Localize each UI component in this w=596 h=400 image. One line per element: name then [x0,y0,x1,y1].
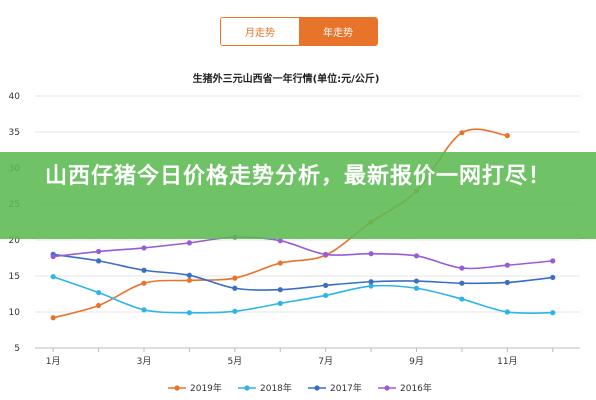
data-point [232,285,238,291]
x-tick-label: 9月 [409,356,424,367]
data-point [232,275,238,281]
y-tick-label: 5 [14,344,20,354]
data-point [50,274,56,280]
data-point [50,315,56,321]
legend-label: 2018年 [260,382,292,394]
legend-marker [384,385,390,391]
data-point [277,260,283,266]
data-point [95,289,102,296]
data-point [459,296,465,302]
x-tick-label: 5月 [227,356,242,367]
data-point [504,279,510,286]
headline-text: 山西仔猪今日价格走势分析，最新报价一网打尽！ [44,164,551,189]
legend-label: 2016年 [400,382,432,394]
data-point [50,253,56,260]
data-point [550,274,556,281]
y-tick-label: 10 [9,308,21,318]
data-point [413,285,420,291]
data-point [323,282,329,288]
data-point [550,310,556,316]
series-line-2 [53,253,553,291]
data-point [504,309,510,315]
x-tick-label: 7月 [318,356,333,367]
data-point [504,262,510,268]
data-point [141,280,147,286]
data-point [368,283,374,289]
data-point [323,292,329,299]
headline-banner [0,152,596,239]
data-point [323,251,329,257]
data-point [368,251,374,257]
x-tick-label: 1月 [46,356,61,367]
data-point [186,310,193,316]
data-point [95,258,102,264]
series-line-1 [52,275,553,314]
x-tick-label: 3月 [137,356,152,367]
legend-marker [314,385,320,391]
data-point [141,245,147,251]
legend-label: 2019年 [190,382,222,394]
data-point [186,277,193,283]
legend-marker [244,385,250,391]
y-tick-label: 15 [9,272,20,282]
data-point [459,130,465,136]
data-point [141,267,147,273]
chart-range-tabs: 月走势 年走势 [220,17,378,46]
data-point [141,307,147,313]
y-tick-label: 20 [9,236,21,246]
data-point [413,278,420,284]
x-tick-label: 11月 [497,356,517,367]
data-point [550,258,556,264]
tab-yearly-trend[interactable]: 年走势 [299,18,377,45]
data-point [277,238,283,244]
tab-monthly-trend[interactable]: 月走势 [221,18,299,45]
chart-title: 生猪外三元山西省一年行情(单位:元/公斤) [193,72,380,85]
data-point [186,240,193,246]
data-point [232,308,238,314]
data-point [95,248,102,255]
data-point [459,265,465,271]
legend-marker [174,385,180,391]
data-point [504,133,510,139]
data-point [368,279,374,285]
legend-label: 2017年 [330,382,362,394]
series-line-3 [53,236,553,270]
data-point [95,302,102,309]
data-point [459,280,465,286]
data-point [413,253,420,259]
data-point [277,300,283,306]
y-tick-label: 40 [9,92,21,102]
data-point [277,287,283,293]
data-point [186,272,193,278]
y-tick-label: 35 [9,128,20,138]
